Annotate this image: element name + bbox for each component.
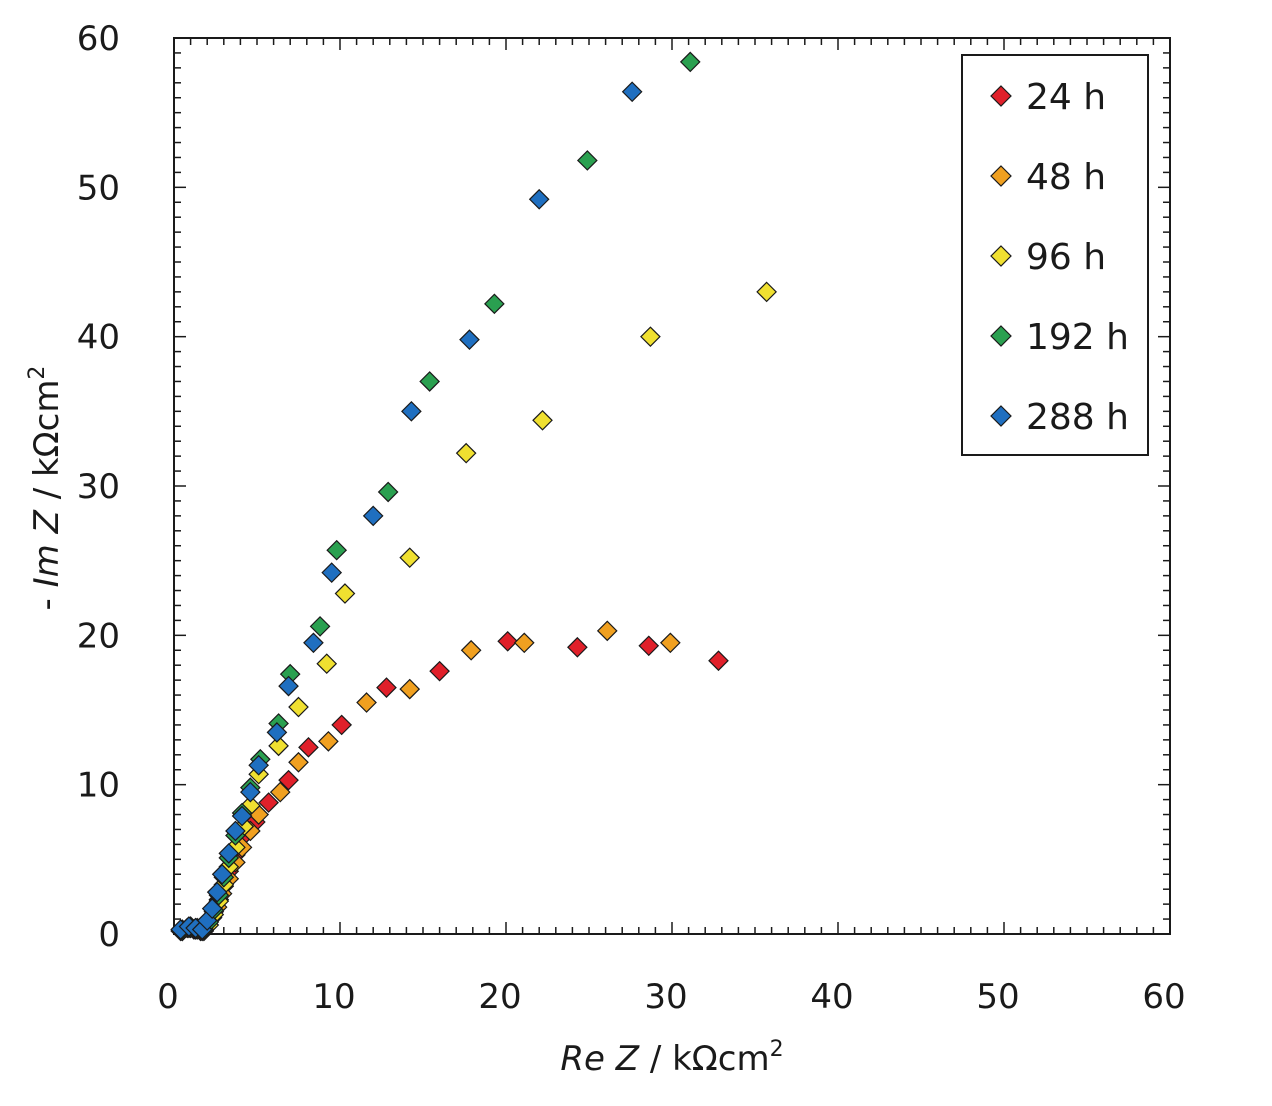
data-point	[211, 863, 233, 885]
y-tick-label: 0	[98, 915, 120, 955]
data-point	[278, 769, 299, 791]
data-point	[576, 150, 598, 171]
y-axis-label: - Im Z / kΩcm2	[25, 366, 67, 611]
data-point	[206, 881, 228, 903]
data-point	[419, 371, 440, 392]
data-point	[268, 735, 289, 757]
x-tick-label: 20	[478, 977, 521, 1017]
data-point	[318, 731, 339, 752]
data-point	[621, 81, 643, 103]
y-tick-label: 10	[77, 766, 120, 806]
data-point	[708, 650, 729, 672]
data-point	[266, 722, 288, 743]
data-point	[288, 696, 309, 718]
legend-marker	[990, 405, 1012, 427]
data-point	[298, 736, 319, 758]
x-axis-label-unit: / kΩcm	[639, 1039, 770, 1079]
data-point	[640, 326, 661, 348]
axis-tick-labels: 0 10 20 30 40 50 60 0 10 20 30 40 50 60	[77, 19, 1186, 1017]
data-point	[248, 754, 270, 776]
data-point	[240, 781, 261, 803]
x-tick-label: 0	[157, 977, 179, 1017]
legend: 24 h 48 h 96 h 192 h 288 h	[961, 54, 1149, 456]
data-point	[376, 677, 397, 698]
data-point	[321, 562, 343, 583]
data-point	[484, 293, 505, 315]
data-point	[201, 898, 223, 919]
y-axis-label-prefix: -	[27, 587, 67, 610]
legend-marker	[990, 325, 1012, 347]
y-axis-label-italic: Im Z	[27, 509, 67, 587]
legend-marker	[990, 165, 1012, 187]
data-point	[231, 805, 253, 827]
data-point	[356, 692, 377, 713]
data-point	[278, 675, 299, 697]
data-point	[326, 539, 348, 561]
data-point	[460, 639, 482, 661]
x-tick-label: 50	[976, 977, 1019, 1017]
data-point	[316, 653, 338, 675]
data-point	[399, 547, 421, 569]
data-point	[429, 660, 450, 682]
x-tick-label: 40	[810, 977, 853, 1017]
y-tick-label: 30	[77, 467, 120, 507]
data-point	[756, 281, 777, 303]
data-point	[258, 792, 279, 813]
x-axis-label-italic: Re Z	[560, 1039, 639, 1079]
legend-label: 48 h	[1026, 157, 1106, 198]
x-tick-label: 60	[1142, 977, 1185, 1017]
data-point	[513, 632, 535, 654]
y-axis-label-unit: / kΩcm	[27, 380, 67, 511]
y-tick-label: 50	[77, 168, 120, 208]
legend-label: 96 h	[1026, 237, 1106, 278]
legend-label: 24 h	[1026, 77, 1106, 118]
data-point	[567, 636, 588, 658]
data-point	[638, 635, 660, 657]
y-tick-label: 20	[77, 616, 120, 656]
data-point	[679, 51, 701, 73]
y-tick-label: 60	[77, 19, 120, 59]
data-point	[596, 620, 618, 642]
x-axis-label-sup: 2	[770, 1037, 784, 1062]
x-tick-label: 30	[644, 977, 687, 1017]
data-point	[377, 481, 399, 503]
data-point	[401, 400, 422, 422]
x-axis-label: Re Z / kΩcm2	[560, 1037, 783, 1079]
data-points	[170, 51, 777, 942]
legend-marker	[990, 85, 1012, 107]
data-point	[497, 630, 519, 652]
x-tick-label: 10	[312, 977, 355, 1017]
legend-label: 192 h	[1026, 317, 1129, 358]
data-point	[303, 632, 324, 654]
series-96-h	[171, 281, 777, 942]
data-point	[269, 781, 291, 803]
data-point	[399, 678, 421, 700]
series-288-h	[170, 81, 643, 940]
data-point	[288, 751, 309, 773]
data-point	[528, 188, 550, 210]
data-point	[334, 583, 356, 604]
data-point	[532, 409, 553, 431]
data-point	[659, 632, 681, 654]
data-point	[309, 616, 331, 637]
data-point	[455, 442, 477, 464]
data-point	[331, 714, 353, 736]
legend-label: 288 h	[1026, 397, 1129, 438]
y-axis-label-sup: 2	[25, 366, 50, 380]
axis-ticks	[173, 37, 1171, 935]
data-point	[362, 505, 384, 527]
y-tick-label: 40	[77, 318, 120, 358]
data-point	[225, 820, 246, 842]
data-point	[459, 329, 480, 351]
data-point	[218, 843, 240, 864]
legend-marker	[990, 245, 1012, 267]
